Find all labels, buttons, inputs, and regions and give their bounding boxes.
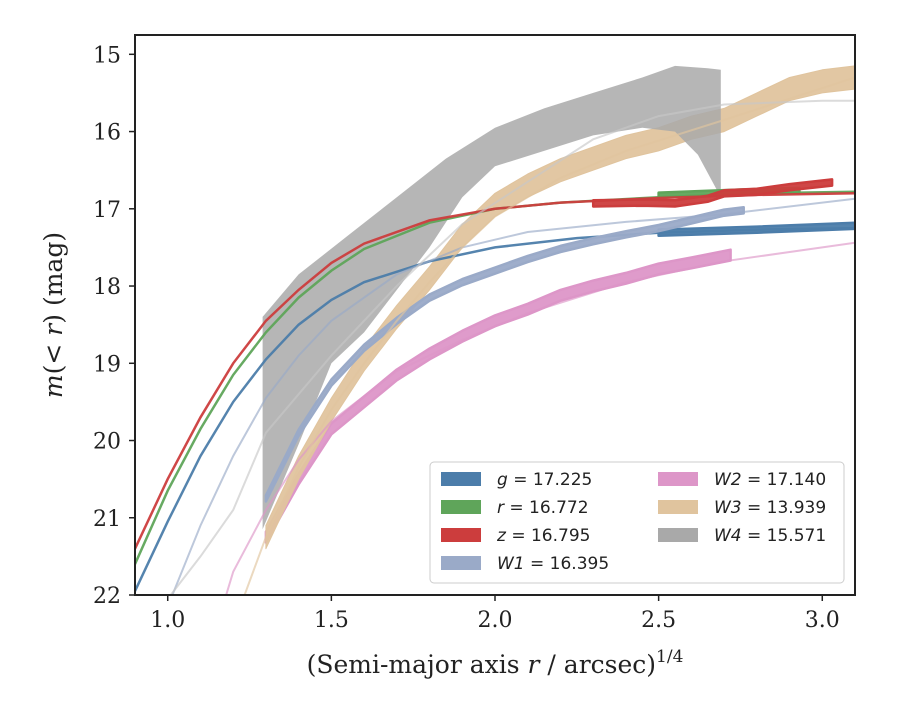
legend-swatch-w2 (658, 472, 698, 486)
y-tick-label: 15 (93, 43, 121, 68)
x-axis-label: (Semi-major axis r / arcsec)1/4 (307, 647, 684, 679)
legend-label-w3: W3 = 13.939 (714, 498, 826, 518)
legend-swatch-g (441, 472, 481, 486)
model-curve-w1 (171, 197, 855, 595)
axis-ticks: 1.0 1.5 2.0 2.5 3.0 15 16 17 18 19 20 21 22 (93, 43, 840, 633)
y-tick-label: 19 (93, 352, 121, 377)
model-curve-w2 (225, 241, 855, 595)
band-z (591, 178, 834, 208)
legend-frame (429, 461, 845, 584)
model-curve-w3 (243, 76, 855, 595)
legend-swatch-z (441, 528, 481, 542)
legend-label-w4: W4 = 15.571 (714, 526, 826, 546)
legend-swatch-w1 (441, 556, 481, 570)
y-tick-label: 20 (93, 430, 121, 455)
band-g (657, 221, 855, 238)
legend-label-g: g = 17.225 (497, 470, 592, 490)
y-tick-label: 18 (93, 275, 121, 300)
y-tick-label: 21 (93, 507, 121, 532)
x-tick-label: 2.0 (478, 608, 513, 633)
legend-label-r: r = 16.772 (497, 498, 589, 518)
model-curve-w4 (169, 99, 855, 595)
legend: g = 17.225 r = 16.772 z = 16.795 W1 = 16.39… (429, 461, 845, 584)
model-curves (135, 76, 855, 595)
x-tick-label: 2.5 (641, 608, 676, 633)
y-tick-label: 17 (93, 198, 121, 223)
band-w1 (264, 205, 745, 503)
legend-swatch-w4 (658, 528, 698, 542)
legend-swatch-r (441, 500, 481, 514)
legend-label-w2: W2 = 17.140 (714, 470, 826, 490)
legend-label-w1: W1 = 16.395 (497, 554, 609, 574)
y-tick-label: 22 (93, 584, 121, 609)
y-axis-label: m(< r) (mag) (39, 232, 68, 398)
legend-swatch-w3 (658, 500, 698, 514)
x-tick-label: 1.5 (314, 608, 349, 633)
x-tick-label: 1.0 (150, 608, 185, 633)
y-tick-label: 16 (93, 121, 121, 146)
x-tick-label: 3.0 (805, 608, 840, 633)
legend-label-z: z = 16.795 (496, 526, 590, 546)
